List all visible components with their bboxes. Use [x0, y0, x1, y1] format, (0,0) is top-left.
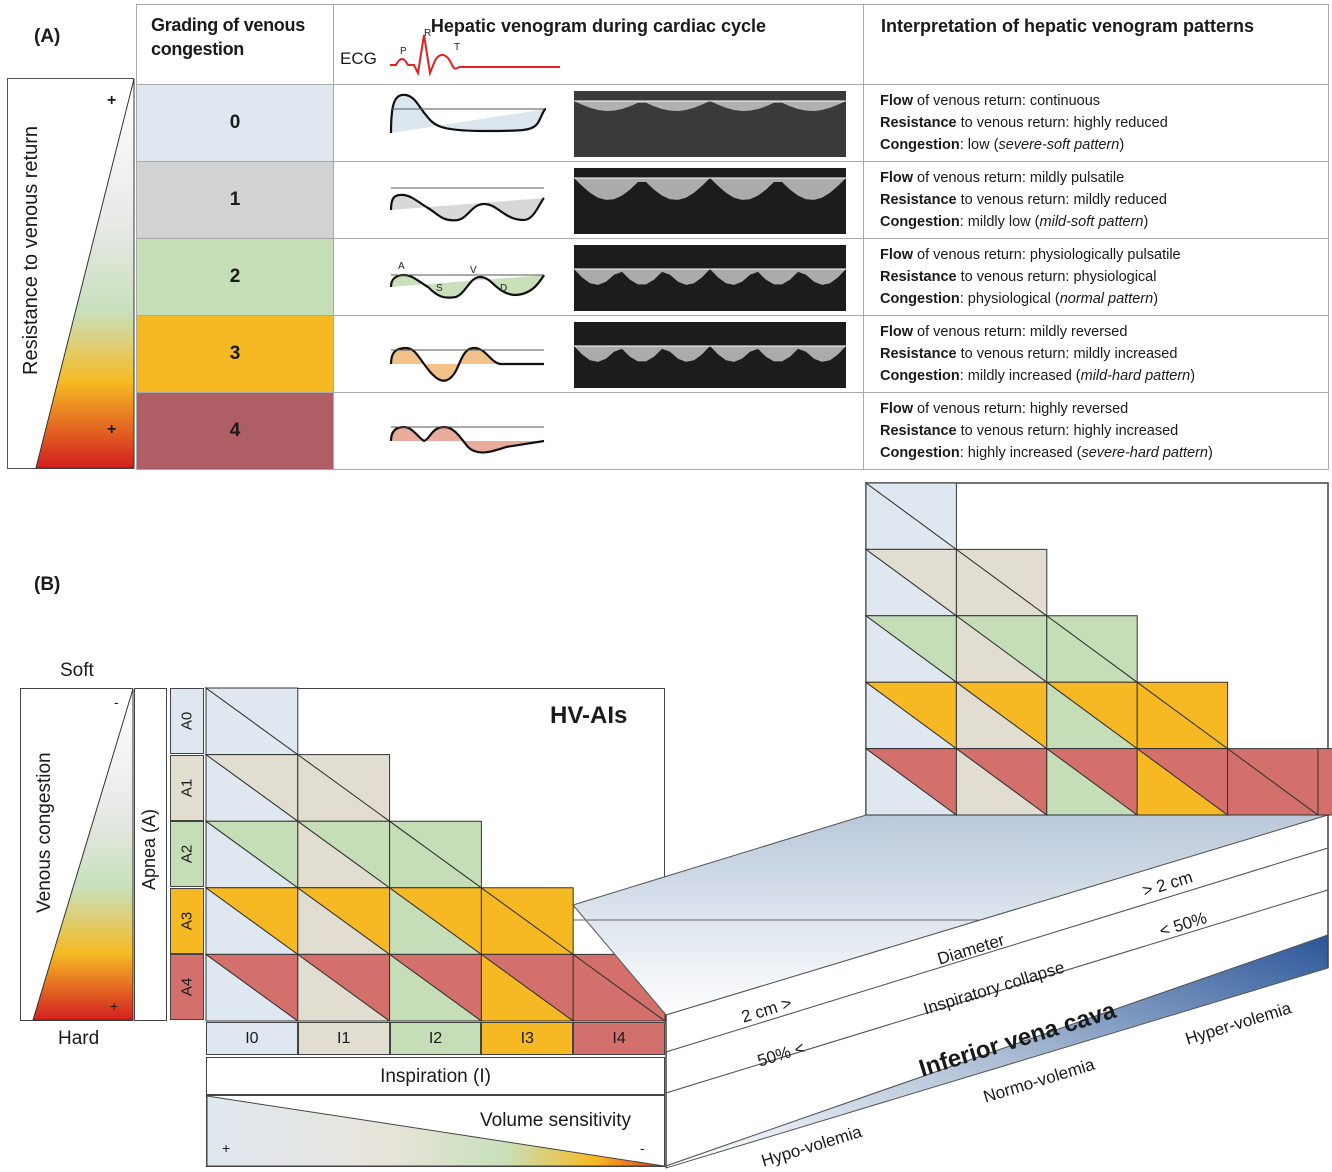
panel-a-label: (A) — [34, 26, 61, 47]
venogram-waveform — [389, 168, 846, 234]
ivc-apnea-triangle — [954, 548, 1048, 617]
waveform-trace — [389, 93, 547, 134]
venous-congestion-minus: - — [114, 694, 119, 710]
panel-b-label: (B) — [34, 574, 61, 595]
resistance-axis — [7, 78, 135, 469]
volume-sensitivity-minus: - — [640, 1140, 645, 1156]
hv-apnea-triangle — [388, 820, 482, 889]
apnea-level-cell: A0 — [170, 688, 204, 754]
venogram-cell — [333, 315, 864, 393]
grade-cell: 4 — [136, 392, 334, 470]
volume-sensitivity-label: Volume sensitivity — [480, 1110, 632, 1131]
apnea-level-cell: A1 — [170, 754, 204, 821]
inspiration-axis-label: Inspiration (I) — [206, 1057, 665, 1095]
venogram-header-title: Hepatic venogram during cardiac cycle — [430, 16, 767, 36]
resistance-top-sign: + — [107, 92, 117, 109]
inspiration-level-cell: I2 — [389, 1022, 482, 1055]
inspiration-level-cell: I4 — [573, 1022, 665, 1055]
ecg-trace: P R T — [390, 28, 560, 77]
grade-row: 4 Flow of venous return: highly reversed R… — [136, 392, 1329, 470]
grade-cell: 1 — [136, 161, 334, 239]
ivc-apnea-triangle — [1135, 681, 1229, 750]
volume-sensitivity-bar — [206, 1095, 665, 1167]
wave-label: A — [398, 261, 405, 272]
venogram-grading-table: Grading of venous congestion Hepatic ven… — [136, 4, 1329, 470]
inspiration-level-cell: I1 — [297, 1022, 390, 1055]
venogram-cell: A S V D — [333, 238, 864, 316]
hard-label: Hard — [58, 1028, 100, 1049]
venogram-waveform: A S V D — [389, 245, 846, 311]
apnea-level-cell: A3 — [170, 887, 204, 954]
interpretation-cell: Flow of venous return: mildly pulsatile R… — [863, 161, 1329, 239]
interpretation-cell: Flow of venous return: highly reversed Re… — [863, 392, 1329, 470]
grade-cell: 0 — [136, 84, 334, 162]
grade-row: 1 Flow of venous return: mildly pulsatile… — [136, 161, 1329, 239]
volume-sensitivity-plus: + — [222, 1140, 231, 1156]
soft-label: Soft — [60, 660, 94, 681]
venogram-waveform — [389, 322, 846, 388]
venogram-cell — [333, 161, 864, 239]
inspiration-level-cell: I0 — [206, 1022, 298, 1055]
waveform-trace — [389, 346, 544, 382]
interpretation-cell: Flow of venous return: mildly reversed Re… — [863, 315, 1329, 393]
wave-label: D — [500, 283, 507, 294]
hv-apnea-triangle — [296, 754, 391, 823]
venous-congestion-axis — [20, 688, 134, 1021]
venogram-header: Hepatic venogram during cardiac cycle EC… — [333, 4, 864, 85]
resistance-gradient-triangle — [35, 78, 135, 469]
interpretation-cell: Flow of venous return: continuous Resista… — [863, 84, 1329, 162]
ivc-perspective-grid — [864, 482, 1332, 816]
apnea-level-cell: A2 — [170, 821, 204, 888]
ivc-apnea-triangle — [1045, 615, 1138, 684]
grade-cell: 3 — [136, 315, 334, 393]
wave-label: V — [470, 265, 477, 276]
interpretation-header: Interpretation of hepatic venogram patte… — [863, 4, 1329, 85]
interpretation-cell: Flow of venous return: physiologically p… — [863, 238, 1329, 316]
resistance-bottom-sign: + — [107, 421, 117, 438]
apnea-axis — [134, 688, 167, 1021]
grade-cell: 2 — [136, 238, 334, 316]
waveform-trace — [389, 193, 545, 222]
grading-header: Grading of venous congestion — [136, 4, 334, 85]
wave-label: S — [436, 283, 443, 294]
inspiration-level-cell: I3 — [481, 1022, 574, 1055]
venogram-waveform — [389, 425, 545, 454]
ecg-p-label: P — [400, 46, 407, 57]
ecg-r-label: R — [424, 28, 431, 39]
apnea-level-cell: A4 — [170, 954, 204, 1021]
hv-ais-title: HV-AIs — [550, 702, 628, 729]
hv-apnea-triangle — [204, 687, 299, 756]
grade-row: 3 Flow of venous return: mildly reversed R… — [136, 315, 1329, 393]
doppler-ultrasound-image — [574, 245, 846, 311]
venogram-waveform — [389, 91, 846, 157]
venous-congestion-gradient-triangle — [32, 688, 134, 1021]
grade-row: 2 A S V D Flow of venous return: physiologica… — [136, 238, 1329, 316]
ivc-apnea-triangle — [864, 482, 957, 551]
venous-congestion-plus: + — [110, 998, 119, 1014]
table-header-row: Grading of venous congestion Hepatic ven… — [136, 4, 1329, 85]
hv-apnea-triangle — [479, 887, 574, 956]
ecg-label: ECG — [340, 49, 377, 68]
doppler-ultrasound-image — [574, 322, 846, 388]
ecg-t-label: T — [454, 42, 460, 53]
venogram-cell — [333, 392, 864, 470]
